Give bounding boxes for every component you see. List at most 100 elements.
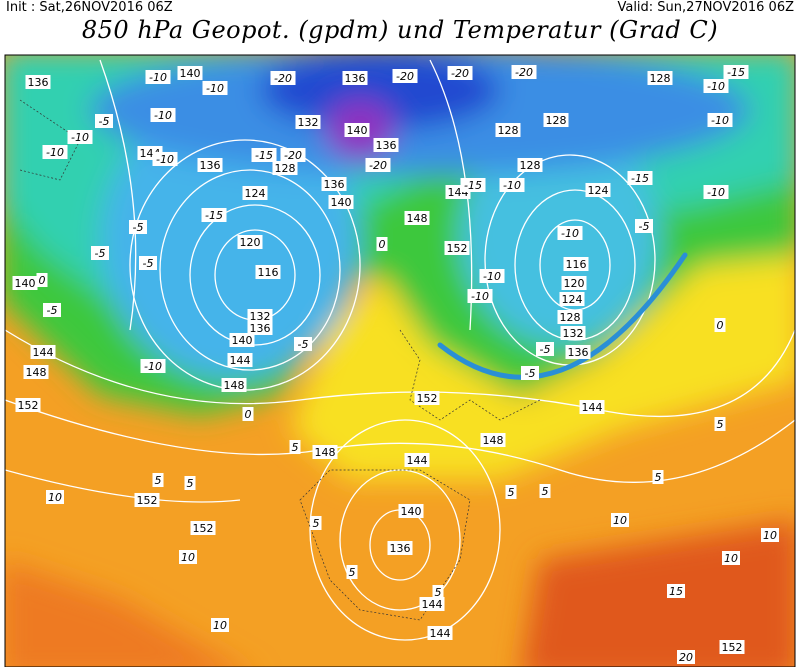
temperature-label-box [46,490,64,504]
temperature-label-box [211,618,229,632]
temperature-label: -10 [483,270,501,283]
temperature-label-box [145,70,171,84]
very-cold-area [260,55,500,130]
temperature-label-box [499,178,525,192]
temperature-label-box [539,484,551,498]
temperature-label: -15 [464,179,482,192]
temperature-label: -10 [707,80,725,93]
temperature-label: 10 [613,514,627,527]
geopotential-label: 116 [566,258,587,271]
temperature-label: -20 [396,70,414,83]
geopotential-label-box [25,75,51,89]
temperature-field [5,55,795,667]
geopotential-label: 128 [520,159,541,172]
temperature-label-box [270,71,296,85]
geopotential-label: 136 [250,322,271,335]
geopotential-label-box [495,123,521,137]
temperature-label-box [392,69,418,83]
geopotential-label-box [585,183,611,197]
temperature-label-box [460,178,486,192]
temperature-label: 5 [508,486,515,499]
temperature-label: -10 [707,186,725,199]
temperature-label: 5 [292,441,299,454]
geopotential-label-box [30,345,56,359]
temperature-label-box [521,366,539,380]
geopotential-label-box [342,71,368,85]
temperature-label-box [184,476,196,490]
temperature-label: -10 [154,109,172,122]
temperature-label: -5 [525,367,536,380]
temperature-label: 10 [48,491,62,504]
temperature-label-box [511,65,537,79]
temperature-label-box [67,130,93,144]
geopotential-label-box [134,493,160,507]
geopotential-label-box [563,257,589,271]
temperature-label: -20 [451,67,469,80]
temperature-label: -10 [46,146,64,159]
geopotential-label-box [398,504,424,518]
temperature-label: 0 [39,274,46,287]
geopotential-label-box [579,400,605,414]
geopotential-label-box [237,235,263,249]
temperature-label-box [242,407,254,421]
temperature-label-box [703,79,729,93]
geopotential-label-box [295,115,321,129]
geopotential-label-box [647,71,673,85]
temperature-label-box [365,158,391,172]
temperature-label-box [722,551,740,565]
geopotential-label: 144 [582,401,603,414]
geopotential-label-box [221,378,247,392]
geopotential-label: 136 [568,346,589,359]
temperature-label: -10 [206,82,224,95]
geopotential-label-box [255,265,281,279]
geopotential-label-box [404,453,430,467]
temperature-label: -5 [133,221,144,234]
geopotential-label: 148 [407,212,428,225]
temperature-label: 10 [724,552,738,565]
temperature-label-box [707,113,733,127]
init-time: Init : Sat,26NOV2016 06Z [6,0,173,15]
geopotential-label-box [419,597,445,611]
temperature-label: 15 [669,585,683,598]
temperature-label-box [201,208,227,222]
geopotential-label: 132 [563,327,584,340]
geopotential-label: 152 [447,242,468,255]
temperature-label-box [536,342,554,356]
temperature-label: 5 [349,566,356,579]
temperature-label-box [152,152,178,166]
geopotential-label: 144 [430,627,451,640]
geopotential-label-box [242,186,268,200]
temperature-label-box [91,246,109,260]
temperature-label-box [36,273,48,287]
geopotential-label: 136 [345,72,366,85]
temperature-label-box [714,417,726,431]
temperature-label-box [251,148,277,162]
geopotential-label-box [312,445,338,459]
coastlines [19,99,541,621]
temperature-label: -15 [727,66,745,79]
geopotential-label: 136 [200,159,221,172]
geopotential-label-box [197,158,223,172]
geopotential-label: 152 [18,399,39,412]
geopotential-label: 128 [546,114,567,127]
geopotential-label-box [480,433,506,447]
temperature-label-box [310,516,322,530]
temperature-label: 5 [717,418,724,431]
temperature-label-box [635,219,653,233]
temperature-label: 5 [435,586,442,599]
temperature-label-box [43,303,61,317]
hot-area [5,561,238,667]
geopotential-label-box [414,391,440,405]
geopotential-label-box [560,326,586,340]
geopotential-label: 148 [483,434,504,447]
geopotential-label: 148 [26,366,47,379]
geopotential-label-box [12,276,38,290]
temperature-label-box [152,473,164,487]
temperature-label: -5 [47,304,58,317]
temperature-label: 10 [181,551,195,564]
geopotential-label: 140 [347,124,368,137]
geopotential-label: 128 [498,124,519,137]
temperature-label: -5 [639,220,650,233]
